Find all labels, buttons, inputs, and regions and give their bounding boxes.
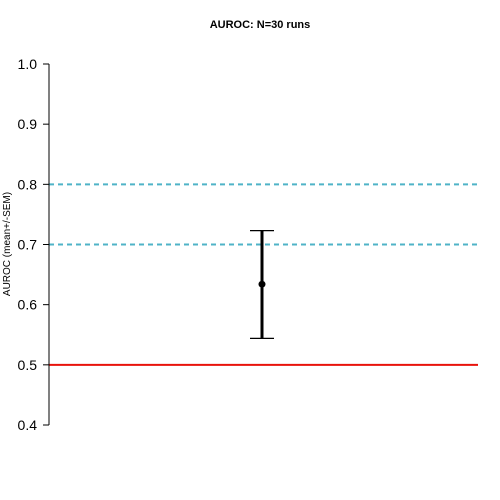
- reference-lines: [49, 183, 478, 366]
- y-tick-label: 1.0: [18, 56, 38, 72]
- y-tick-label: 0.9: [18, 116, 38, 132]
- y-axis: 0.4 0.5 0.6 0.7 0.8 0.9 1.0: [18, 56, 50, 433]
- chart-title: AUROC: N=30 runs: [210, 19, 311, 31]
- y-tick-label: 0.8: [18, 176, 38, 192]
- data-points: [250, 230, 274, 339]
- y-tick-label: 0.4: [18, 417, 38, 433]
- y-tick-label: 0.5: [18, 357, 38, 373]
- y-tick-label: 0.7: [18, 237, 38, 253]
- mean-point: [258, 280, 266, 288]
- y-tick-label: 0.6: [18, 297, 38, 313]
- y-axis-label: AUROC (mean+/-SEM): [2, 192, 13, 296]
